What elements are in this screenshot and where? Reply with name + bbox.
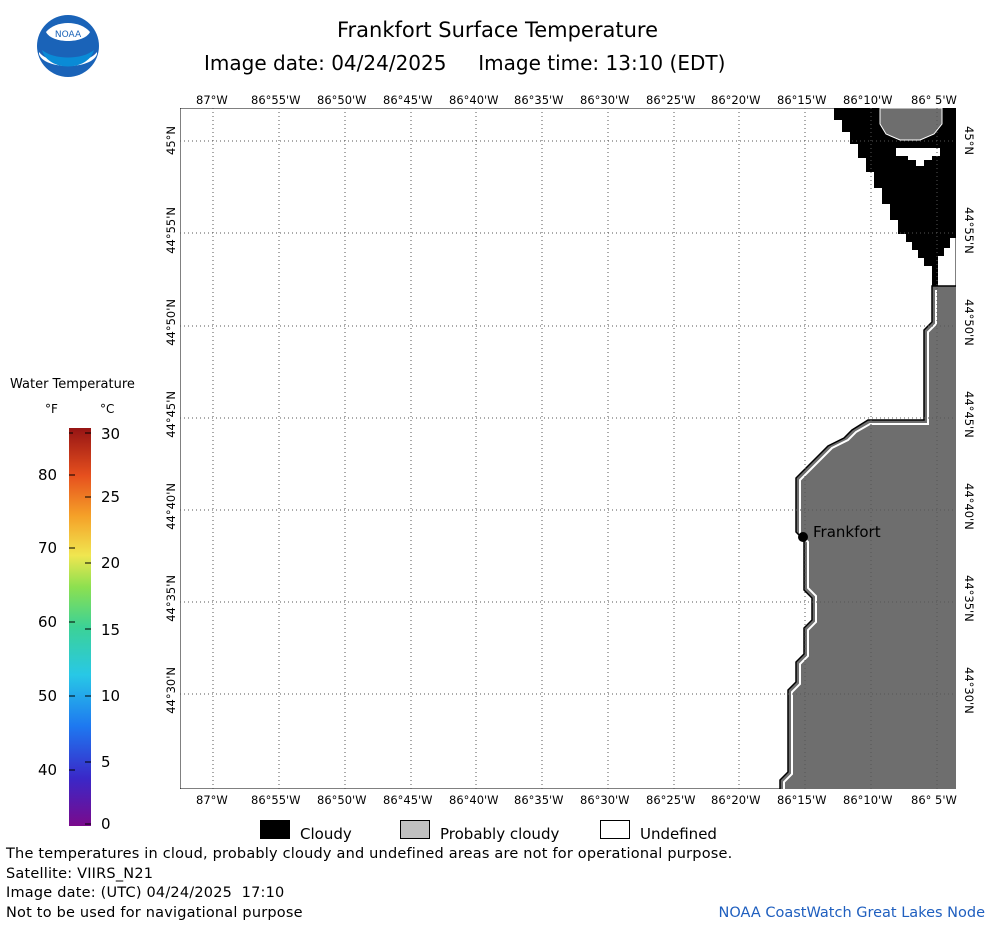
city-label: Frankfort	[813, 523, 881, 541]
lat-tick: 44°55'N	[962, 207, 976, 254]
lon-tick: 86°35'W	[514, 93, 564, 107]
lon-tick: 86°25'W	[646, 793, 696, 807]
c-label: 0	[101, 815, 111, 833]
image-datetime: Image date: 04/24/2025 Image time: 13:10…	[204, 51, 726, 75]
lat-tick: 44°35'N	[164, 575, 178, 622]
temperature-color-bar	[69, 428, 91, 826]
cloudy-swatch	[260, 820, 290, 839]
lon-tick: 86°15'W	[777, 793, 827, 807]
lon-tick: 86°45'W	[383, 93, 433, 107]
page-title: Frankfort Surface Temperature	[336, 18, 658, 42]
disclaimer-note: The temperatures in cloud, probably clou…	[6, 846, 733, 862]
c-label: 30	[101, 425, 121, 443]
c-label: 20	[101, 554, 121, 572]
unit-celsius: °C	[100, 402, 115, 416]
lat-tick: 44°55'N	[164, 207, 178, 254]
temperature-map: Frankfort	[180, 108, 956, 789]
graticule	[180, 108, 956, 789]
lon-tick: 86°40'W	[449, 793, 499, 807]
cloudy-label: Cloudy	[300, 825, 352, 843]
legend-title: Water Temperature	[10, 377, 135, 392]
satellite-info: Satellite: VIIRS_N21	[6, 866, 154, 882]
f-label: 50	[38, 687, 58, 705]
utc-date: Image date: (UTC) 04/24/2025 17:10	[6, 885, 285, 901]
lat-tick: 44°50'N	[962, 299, 976, 346]
lon-tick: 86°50'W	[317, 93, 367, 107]
navigation-warning: Not to be used for navigational purpose	[6, 905, 303, 921]
lon-tick: 86°45'W	[383, 793, 433, 807]
c-label: 15	[101, 621, 121, 639]
lon-tick: 86°25'W	[646, 93, 696, 107]
credit-link[interactable]: NOAA CoastWatch Great Lakes Node	[718, 905, 985, 921]
lon-tick: 87°W	[196, 93, 228, 107]
lon-tick: 86°15'W	[777, 93, 827, 107]
svg-text:NOAA: NOAA	[55, 30, 82, 40]
lat-tick: 45°N	[962, 126, 976, 155]
c-label: 25	[101, 488, 121, 506]
lat-tick: 44°30'N	[962, 667, 976, 714]
undefined-swatch	[600, 820, 630, 839]
f-label: 80	[38, 466, 58, 484]
inland-lake	[879, 108, 943, 141]
lon-tick: 86°35'W	[514, 793, 564, 807]
f-label: 60	[38, 613, 58, 631]
lat-tick: 45°N	[164, 126, 178, 155]
lon-tick: 86°30'W	[580, 93, 630, 107]
coastline	[779, 285, 956, 789]
lat-tick: 44°45'N	[164, 391, 178, 438]
land-area	[780, 286, 956, 789]
probably-cloudy-label: Probably cloudy	[440, 825, 560, 843]
lon-tick: 86°30'W	[580, 793, 630, 807]
lon-tick: 86° 5'W	[911, 93, 957, 107]
lat-tick: 44°45'N	[962, 391, 976, 438]
lon-tick: 86°20'W	[711, 93, 761, 107]
lon-tick: 86°50'W	[317, 793, 367, 807]
probably-cloudy-swatch	[400, 820, 430, 839]
c-label: 5	[101, 753, 111, 771]
frankfort-marker	[798, 532, 808, 542]
lon-tick: 86°55'W	[251, 93, 301, 107]
lon-tick: 86°10'W	[843, 793, 893, 807]
lon-tick: 87°W	[196, 793, 228, 807]
lat-tick: 44°35'N	[962, 575, 976, 622]
unit-fahrenheit: °F	[45, 402, 58, 416]
lon-tick: 86°55'W	[251, 793, 301, 807]
f-label: 40	[38, 761, 58, 779]
lon-tick: 86°40'W	[449, 93, 499, 107]
lon-tick: 86°10'W	[843, 93, 893, 107]
lon-tick: 86°20'W	[711, 793, 761, 807]
lat-tick: 44°40'N	[164, 483, 178, 530]
lat-tick: 44°30'N	[164, 667, 178, 714]
undefined-label: Undefined	[640, 825, 717, 843]
c-label: 10	[101, 687, 121, 705]
f-label: 70	[38, 539, 58, 557]
lon-tick: 86° 5'W	[911, 793, 957, 807]
lat-tick: 44°40'N	[962, 483, 976, 530]
noaa-logo: NOAA	[37, 15, 99, 77]
undefined-patch	[896, 148, 940, 166]
lat-tick: 44°50'N	[164, 299, 178, 346]
